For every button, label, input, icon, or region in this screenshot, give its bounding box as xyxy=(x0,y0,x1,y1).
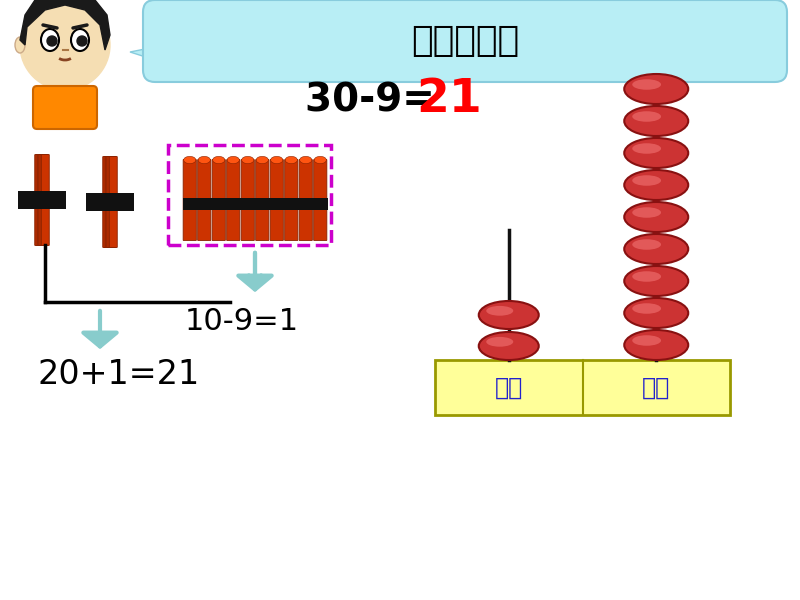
Circle shape xyxy=(77,36,87,46)
Ellipse shape xyxy=(632,271,661,282)
FancyBboxPatch shape xyxy=(314,160,327,241)
Ellipse shape xyxy=(270,157,283,164)
Circle shape xyxy=(47,36,57,46)
Ellipse shape xyxy=(285,157,298,164)
Ellipse shape xyxy=(632,79,661,90)
Ellipse shape xyxy=(632,239,661,250)
FancyArrowPatch shape xyxy=(83,311,117,347)
FancyBboxPatch shape xyxy=(182,199,327,209)
FancyBboxPatch shape xyxy=(102,157,110,247)
Text: 30-9=: 30-9= xyxy=(305,81,448,119)
Text: 20+1=21: 20+1=21 xyxy=(38,358,200,391)
FancyBboxPatch shape xyxy=(226,160,240,241)
Text: 个位: 个位 xyxy=(642,376,670,400)
FancyBboxPatch shape xyxy=(18,191,66,209)
Ellipse shape xyxy=(624,202,688,232)
Ellipse shape xyxy=(478,301,538,329)
Ellipse shape xyxy=(624,266,688,296)
Ellipse shape xyxy=(184,157,196,164)
Text: 10-9=1: 10-9=1 xyxy=(185,307,299,337)
FancyBboxPatch shape xyxy=(241,160,254,241)
FancyBboxPatch shape xyxy=(104,157,112,247)
FancyBboxPatch shape xyxy=(198,160,211,241)
Ellipse shape xyxy=(624,330,688,360)
Ellipse shape xyxy=(213,157,225,164)
Polygon shape xyxy=(20,0,110,50)
FancyBboxPatch shape xyxy=(256,160,269,241)
Ellipse shape xyxy=(624,170,688,200)
FancyBboxPatch shape xyxy=(285,160,298,241)
FancyBboxPatch shape xyxy=(270,160,283,241)
FancyBboxPatch shape xyxy=(212,160,226,241)
Ellipse shape xyxy=(632,335,661,346)
FancyBboxPatch shape xyxy=(86,193,134,211)
Ellipse shape xyxy=(624,298,688,328)
Ellipse shape xyxy=(256,157,268,164)
Text: 十位: 十位 xyxy=(494,376,523,400)
Ellipse shape xyxy=(300,157,312,164)
FancyBboxPatch shape xyxy=(108,157,116,247)
FancyBboxPatch shape xyxy=(110,157,118,247)
FancyBboxPatch shape xyxy=(34,154,42,245)
FancyBboxPatch shape xyxy=(33,86,97,129)
FancyBboxPatch shape xyxy=(42,154,50,245)
Ellipse shape xyxy=(624,106,688,136)
Ellipse shape xyxy=(198,157,210,164)
Ellipse shape xyxy=(227,157,239,164)
Ellipse shape xyxy=(624,234,688,264)
Ellipse shape xyxy=(15,37,25,53)
Ellipse shape xyxy=(314,157,326,164)
Ellipse shape xyxy=(632,143,661,154)
FancyBboxPatch shape xyxy=(38,154,46,245)
FancyArrowPatch shape xyxy=(238,253,272,290)
Ellipse shape xyxy=(632,111,661,122)
Ellipse shape xyxy=(41,29,59,51)
Ellipse shape xyxy=(624,138,688,168)
FancyBboxPatch shape xyxy=(183,160,196,241)
Ellipse shape xyxy=(624,74,688,104)
Ellipse shape xyxy=(632,207,661,218)
Circle shape xyxy=(20,0,110,90)
FancyBboxPatch shape xyxy=(143,0,787,82)
FancyBboxPatch shape xyxy=(106,157,114,247)
FancyBboxPatch shape xyxy=(106,157,114,247)
FancyBboxPatch shape xyxy=(40,154,48,245)
Text: 21: 21 xyxy=(416,77,482,122)
Ellipse shape xyxy=(71,29,89,51)
Ellipse shape xyxy=(486,337,514,347)
Ellipse shape xyxy=(478,332,538,360)
FancyBboxPatch shape xyxy=(299,160,312,241)
FancyBboxPatch shape xyxy=(435,360,730,415)
Ellipse shape xyxy=(242,157,254,164)
Ellipse shape xyxy=(632,303,661,314)
Polygon shape xyxy=(130,47,155,60)
Ellipse shape xyxy=(632,175,661,186)
FancyBboxPatch shape xyxy=(36,154,44,245)
FancyBboxPatch shape xyxy=(38,154,46,245)
Text: 请你试一试: 请你试一试 xyxy=(411,24,519,58)
Ellipse shape xyxy=(486,306,514,316)
